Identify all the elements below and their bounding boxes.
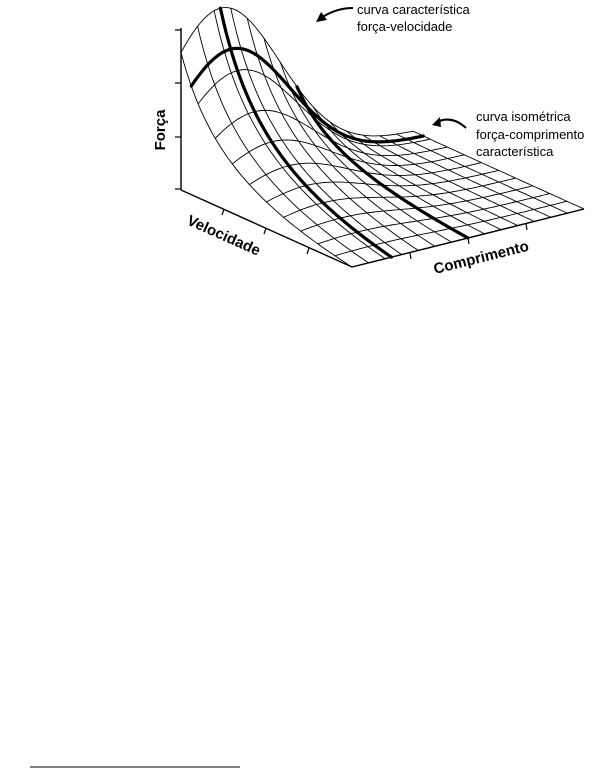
- velocity-tick-3: [306, 247, 310, 255]
- velocity-tick-2: [263, 227, 267, 235]
- length-tick-1: [409, 252, 412, 260]
- fv-curve-label-line1: curva característica: [357, 2, 470, 17]
- fl-curve-label-line3: característica: [476, 144, 554, 159]
- fl-curve-arrowhead: [432, 117, 441, 127]
- force-velocity-curve-long: [295, 85, 470, 240]
- mesh-line-length-14: [412, 130, 585, 210]
- isometric-force-length-curve: [189, 46, 425, 144]
- velocity-tick-1: [221, 208, 225, 216]
- force-velocity-curve: [218, 6, 393, 259]
- velocity-axis-title: Velocidade: [184, 212, 263, 259]
- force-axis-title: Força: [152, 109, 169, 151]
- length-tick-3: [525, 223, 528, 231]
- characteristic-curves: [189, 6, 470, 259]
- mesh-line-velocity-3: [232, 139, 465, 166]
- fl-curve-arrow: [436, 118, 467, 129]
- fv-curve-label-line2: força-velocidade: [357, 19, 452, 34]
- mesh-line-length-7: [296, 86, 469, 239]
- mesh-line-length-8: [313, 107, 485, 235]
- fv-curve-arrow: [320, 7, 354, 19]
- fl-curve-label-line1: curva isométrica: [476, 109, 571, 124]
- fv-curve-arrowhead: [316, 12, 327, 22]
- fl-curve-label-line2: força-comprimento: [476, 127, 584, 142]
- velocity-axis-line: [180, 189, 353, 268]
